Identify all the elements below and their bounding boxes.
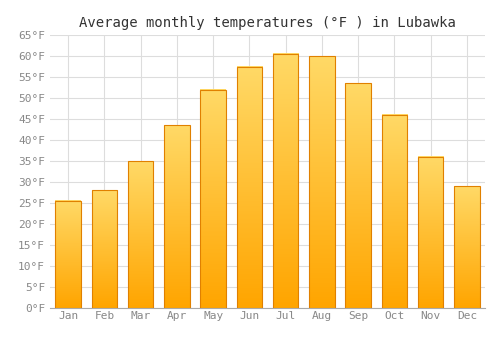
Bar [346, 83, 371, 308]
Bar [418, 157, 444, 308]
Bar [309, 56, 334, 308]
Bar [56, 201, 81, 308]
Bar [454, 186, 479, 308]
Bar [164, 125, 190, 308]
Bar [92, 190, 117, 308]
Bar [382, 115, 407, 308]
Bar [236, 66, 262, 308]
Title: Average monthly temperatures (°F ) in Lubawka: Average monthly temperatures (°F ) in Lu… [79, 16, 456, 30]
Bar [128, 161, 154, 308]
Bar [273, 54, 298, 308]
Bar [200, 90, 226, 308]
